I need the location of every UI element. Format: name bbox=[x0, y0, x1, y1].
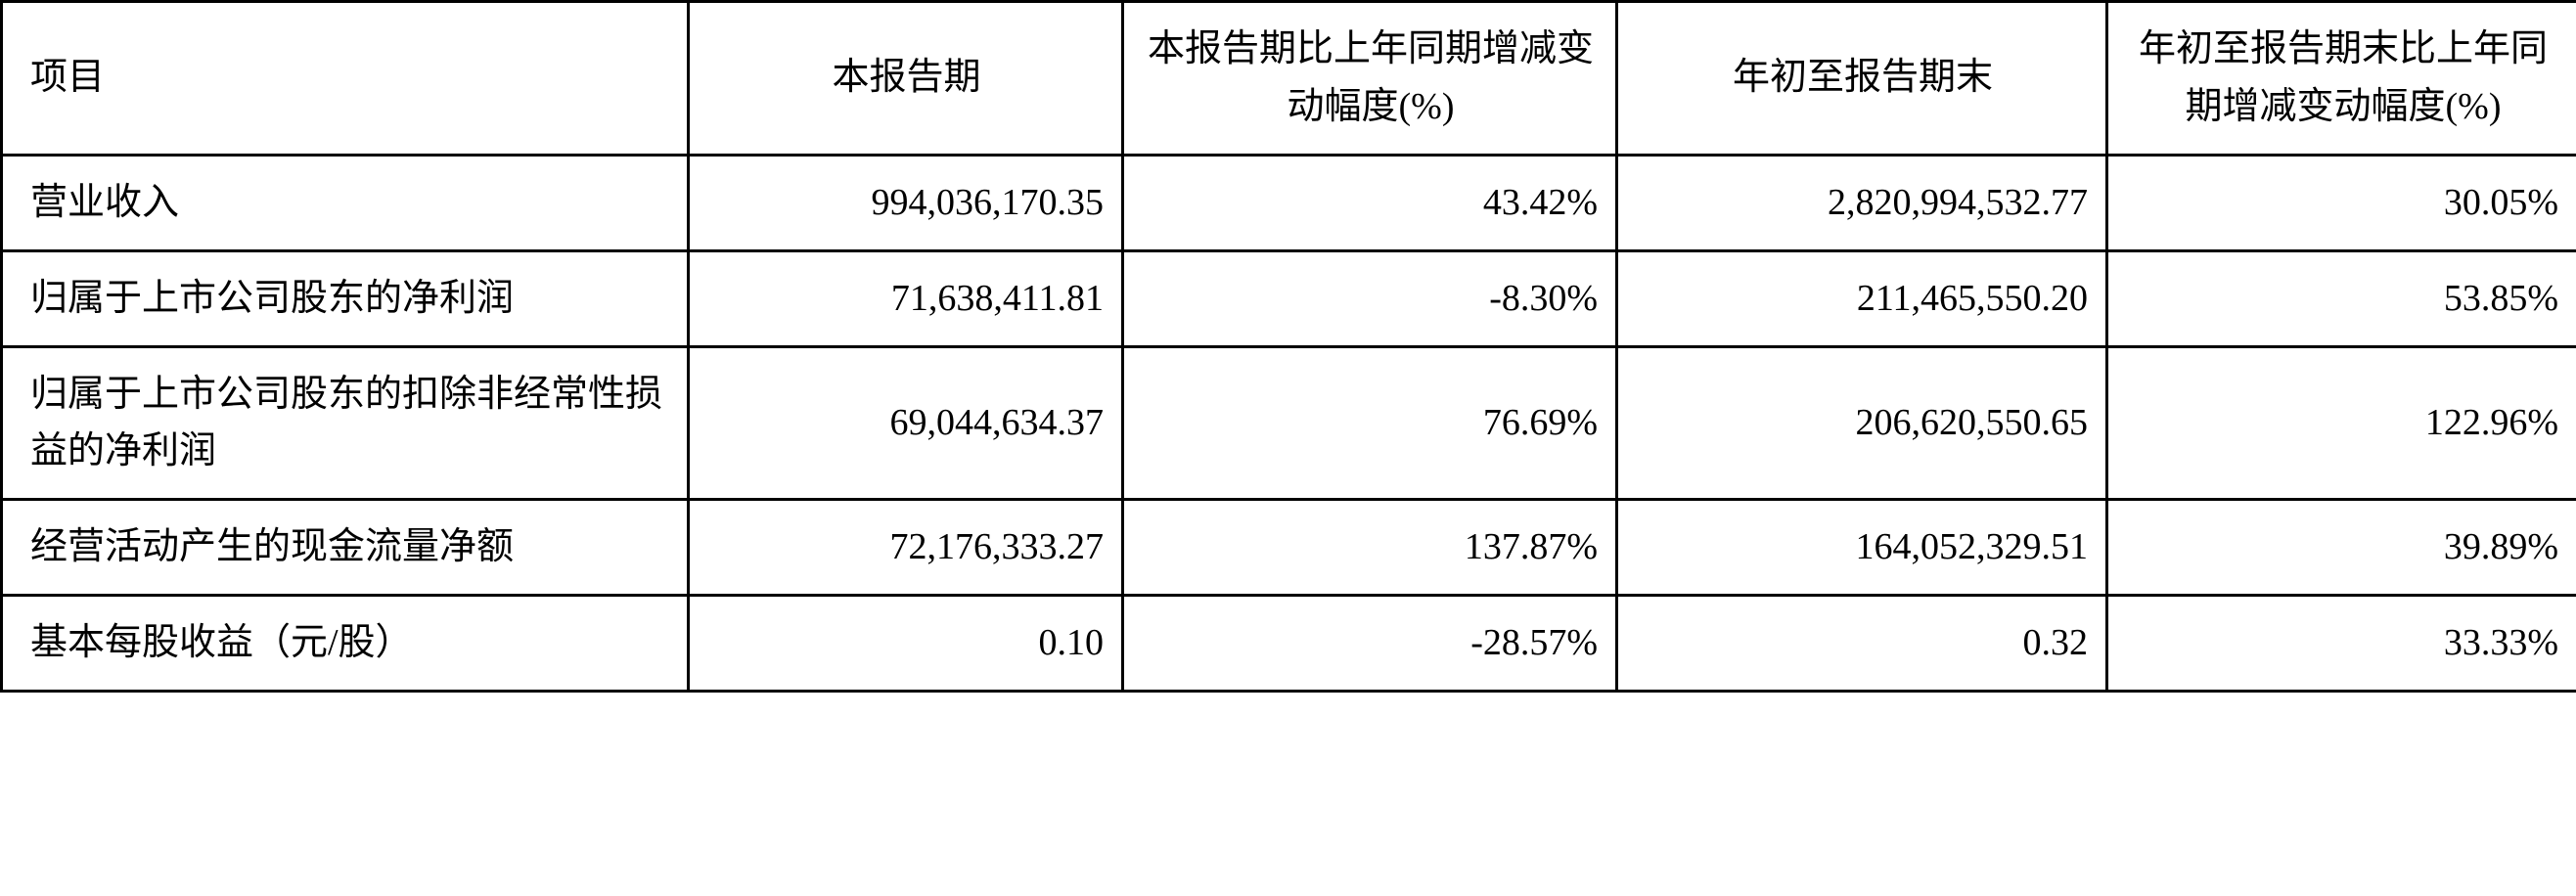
cell-current-period: 72,176,333.27 bbox=[689, 500, 1123, 596]
cell-current-period: 71,638,411.81 bbox=[689, 250, 1123, 346]
table-row: 基本每股收益（元/股） 0.10 -28.57% 0.32 33.33% bbox=[2, 596, 2576, 692]
cell-ytd: 2,820,994,532.77 bbox=[1617, 155, 2107, 250]
table-row: 归属于上市公司股东的扣除非经常性损益的净利润 69,044,634.37 76.… bbox=[2, 346, 2576, 500]
cell-ytd-yoy-change: 53.85% bbox=[2107, 250, 2576, 346]
cell-ytd: 0.32 bbox=[1617, 596, 2107, 692]
cell-item: 归属于上市公司股东的扣除非经常性损益的净利润 bbox=[2, 346, 689, 500]
header-current-period: 本报告期 bbox=[689, 2, 1123, 156]
cell-ytd-yoy-change: 39.89% bbox=[2107, 500, 2576, 596]
table-row: 营业收入 994,036,170.35 43.42% 2,820,994,532… bbox=[2, 155, 2576, 250]
cell-item: 经营活动产生的现金流量净额 bbox=[2, 500, 689, 596]
header-item: 项目 bbox=[2, 2, 689, 156]
cell-yoy-change: 43.42% bbox=[1123, 155, 1617, 250]
cell-item: 基本每股收益（元/股） bbox=[2, 596, 689, 692]
header-yoy-change: 本报告期比上年同期增减变动幅度(%) bbox=[1123, 2, 1617, 156]
cell-ytd-yoy-change: 122.96% bbox=[2107, 346, 2576, 500]
table-row: 归属于上市公司股东的净利润 71,638,411.81 -8.30% 211,4… bbox=[2, 250, 2576, 346]
table-header-row: 项目 本报告期 本报告期比上年同期增减变动幅度(%) 年初至报告期末 年初至报告… bbox=[2, 2, 2576, 156]
table-row: 经营活动产生的现金流量净额 72,176,333.27 137.87% 164,… bbox=[2, 500, 2576, 596]
cell-current-period: 0.10 bbox=[689, 596, 1123, 692]
cell-yoy-change: 76.69% bbox=[1123, 346, 1617, 500]
financial-table: 项目 本报告期 本报告期比上年同期增减变动幅度(%) 年初至报告期末 年初至报告… bbox=[0, 0, 2576, 693]
cell-item: 营业收入 bbox=[2, 155, 689, 250]
cell-yoy-change: -8.30% bbox=[1123, 250, 1617, 346]
cell-current-period: 69,044,634.37 bbox=[689, 346, 1123, 500]
cell-current-period: 994,036,170.35 bbox=[689, 155, 1123, 250]
cell-yoy-change: 137.87% bbox=[1123, 500, 1617, 596]
header-ytd: 年初至报告期末 bbox=[1617, 2, 2107, 156]
header-ytd-yoy-change: 年初至报告期末比上年同期增减变动幅度(%) bbox=[2107, 2, 2576, 156]
cell-yoy-change: -28.57% bbox=[1123, 596, 1617, 692]
cell-ytd: 211,465,550.20 bbox=[1617, 250, 2107, 346]
cell-ytd: 164,052,329.51 bbox=[1617, 500, 2107, 596]
cell-ytd: 206,620,550.65 bbox=[1617, 346, 2107, 500]
cell-ytd-yoy-change: 30.05% bbox=[2107, 155, 2576, 250]
cell-item: 归属于上市公司股东的净利润 bbox=[2, 250, 689, 346]
cell-ytd-yoy-change: 33.33% bbox=[2107, 596, 2576, 692]
